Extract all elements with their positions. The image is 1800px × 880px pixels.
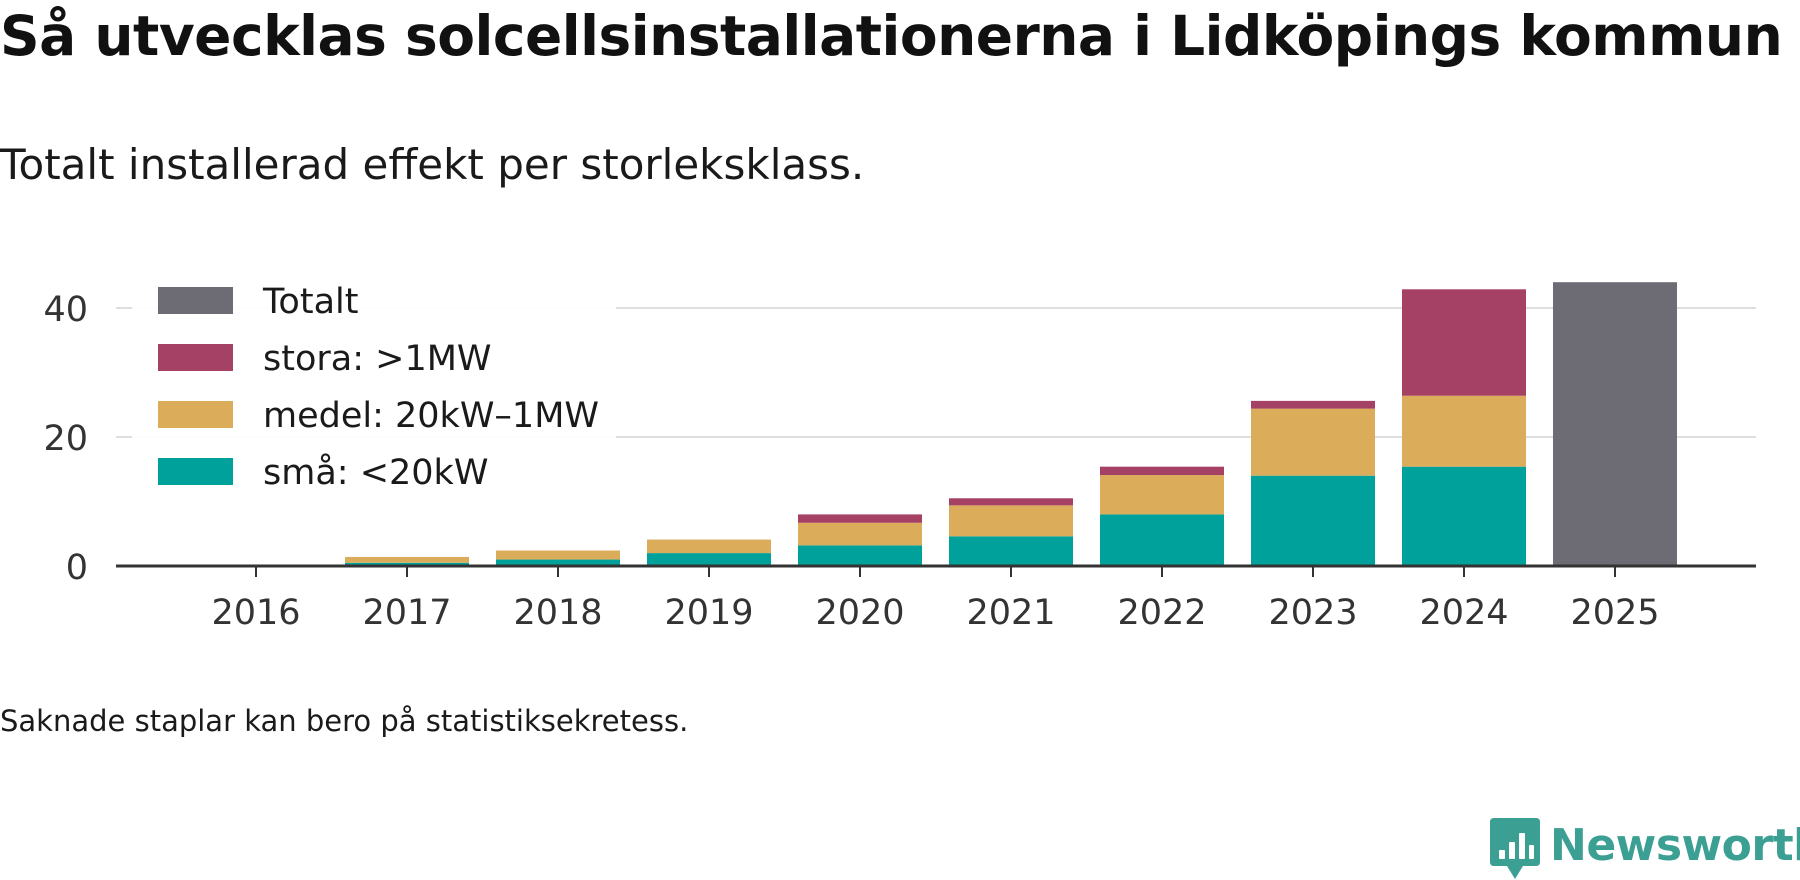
bar-medel-2018 [496, 550, 620, 560]
brand-name: Newsworthy [1550, 820, 1800, 871]
bar-stora-2020 [798, 514, 922, 523]
y-tick-label: 40 [43, 290, 88, 330]
legend-label-medel: medel: 20kW–1MW [263, 396, 599, 436]
bar-medel-2020 [798, 522, 922, 546]
chart-title: Så utvecklas solcellsinstallationerna i … [0, 4, 1783, 68]
x-tick-label: 2020 [815, 593, 904, 633]
bar-sma-2021 [949, 536, 1073, 566]
bar-sma-2020 [798, 545, 922, 566]
x-tick-label: 2021 [966, 593, 1055, 633]
bar-stora-2023 [1251, 400, 1375, 409]
legend-label-stora: stora: >1MW [263, 339, 492, 379]
x-tick-label: 2018 [513, 593, 602, 633]
bars [194, 282, 1677, 566]
axes: 0 20 40 2016 2017 2018 2019 2020 2021 2022 2023 202… [43, 290, 1756, 633]
chart-subtitle: Totalt installerad effekt per storlekskl… [0, 140, 865, 189]
bar-stora-2024 [1402, 289, 1526, 396]
bar-stora-2022 [1100, 466, 1224, 476]
legend-label-totalt: Totalt [262, 282, 358, 322]
bar-medel-2022 [1100, 475, 1224, 515]
x-tick-label: 2016 [211, 593, 300, 633]
bar-medel-2021 [949, 505, 1073, 537]
legend-swatch-medel [158, 401, 233, 428]
bar-sma-2017 [345, 562, 469, 566]
x-tick-label: 2017 [362, 593, 451, 633]
bar-medel-2019 [647, 539, 771, 554]
bar-sma-2024 [1402, 466, 1526, 566]
legend-swatch-sma [158, 458, 233, 485]
bar-stora-2021 [949, 498, 1073, 506]
bar-sma-2023 [1251, 475, 1375, 566]
bar-sma-2018 [496, 559, 620, 566]
x-tick-label: 2024 [1419, 593, 1508, 633]
chart-bubble-icon [1490, 818, 1540, 879]
x-tick-label: 2022 [1117, 593, 1206, 633]
bar-medel-2017 [345, 556, 469, 563]
bar-totalt-2025 [1553, 282, 1677, 566]
legend: Totalt stora: >1MW medel: 20kW–1MW små: <20… [132, 272, 616, 494]
legend-swatch-totalt [158, 287, 233, 314]
legend-swatch-stora [158, 344, 233, 371]
bar-medel-2023 [1251, 408, 1375, 476]
y-tick-label: 20 [43, 419, 88, 459]
footnote: Saknade staplar kan bero på statistiksek… [0, 704, 689, 738]
legend-label-sma: små: <20kW [263, 452, 488, 493]
bar-sma-2022 [1100, 514, 1224, 566]
x-tick-label: 2019 [664, 593, 753, 633]
y-tick-label: 0 [66, 548, 88, 588]
x-tick-label: 2023 [1268, 593, 1357, 633]
newsworthy-logo: Newsworthy [1490, 818, 1800, 880]
bar-sma-2019 [647, 553, 771, 566]
x-tick-label: 2025 [1570, 593, 1659, 633]
stacked-bar-chart: 0 20 40 2016 2017 2018 2019 2020 2021 2022 2023 202… [43, 272, 1756, 633]
bar-medel-2024 [1402, 395, 1526, 467]
